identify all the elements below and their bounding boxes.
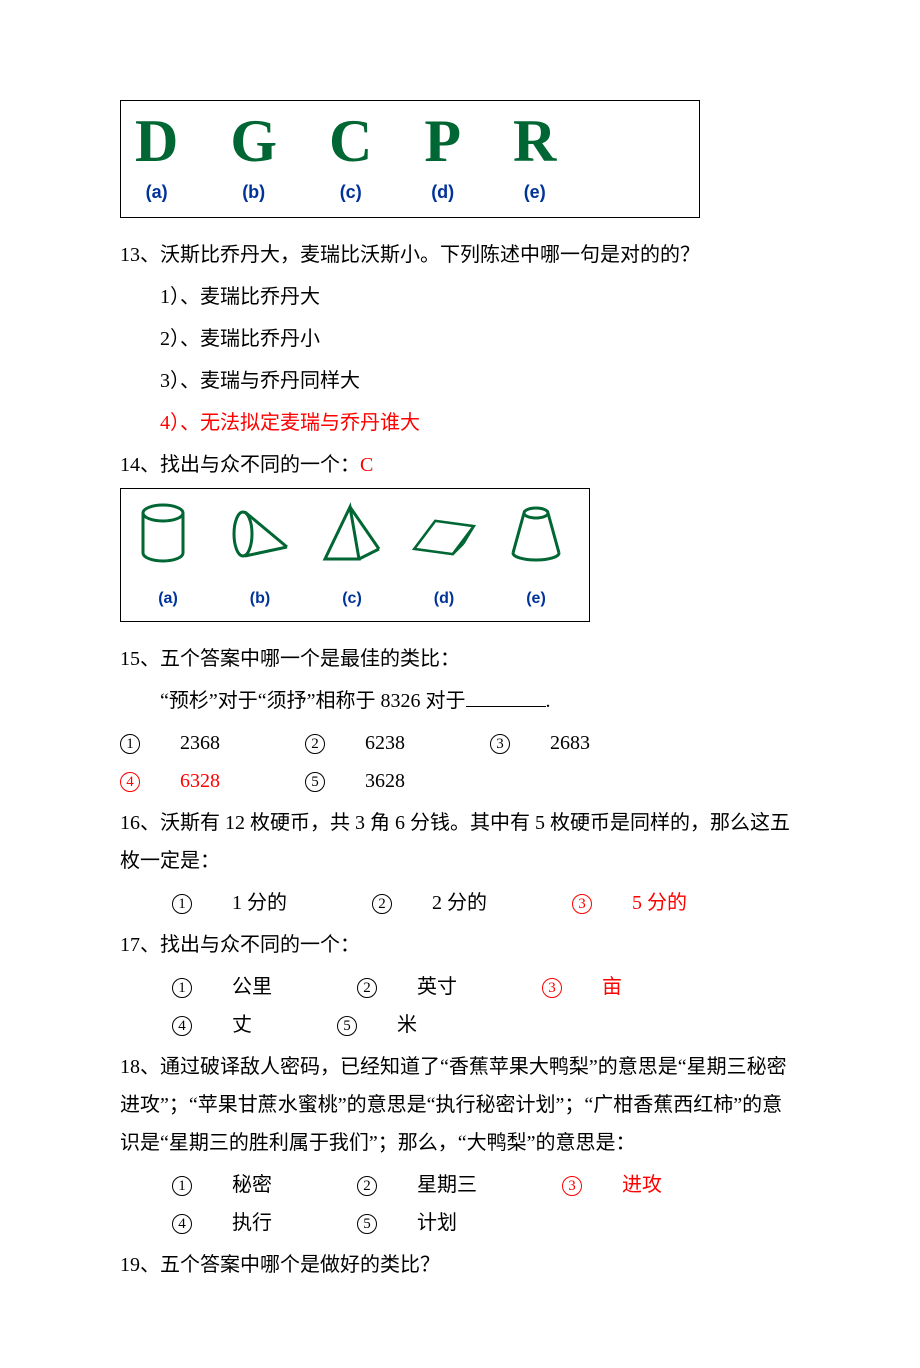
q14-stem-text: 14、找出与众不同的一个： <box>120 454 360 476</box>
q18-options: 1秘密 2星期三 3进攻 4执行 5计划 <box>120 1166 800 1242</box>
q15-options: 12368 26238 32683 46328 53628 <box>120 724 800 800</box>
q17-opt1-text: 公里 <box>232 968 272 1006</box>
frustum-icon <box>501 499 571 569</box>
q18-opt1-text: 秘密 <box>232 1166 272 1204</box>
q13-opt3: 3）、麦瑞与乔丹同样大 <box>120 362 800 400</box>
shape-caption-e: (e) <box>501 584 571 614</box>
q17-opt2-text: 英寸 <box>417 968 457 1006</box>
shape-cell-e: (e) <box>501 499 571 614</box>
letter-g: G <box>230 111 277 171</box>
prism-icon <box>409 499 479 569</box>
page: D (a) G (b) C (c) P (d) R (e) 13、沃斯比乔丹大，… <box>0 0 920 1368</box>
q12-letter-figure: D (a) G (b) C (c) P (d) R (e) <box>120 100 700 218</box>
shape-caption-d: (d) <box>409 584 479 614</box>
q19-stem: 19、五个答案中哪个是做好的类比？ <box>120 1246 800 1284</box>
q15-opt1: 12368 <box>120 724 260 762</box>
letter-p: P <box>424 111 461 171</box>
q15-line2-post: . <box>546 690 551 712</box>
q14-shape-figure: (a) (b) (c) <box>120 488 590 621</box>
shape-cell-d: (d) <box>409 499 479 614</box>
letter-caption-d: (d) <box>424 175 461 209</box>
q14-stem: 14、找出与众不同的一个：C <box>120 446 800 484</box>
letter-caption-b: (b) <box>230 175 277 209</box>
q18-opt2-text: 星期三 <box>417 1166 477 1204</box>
q16-stem: 16、沃斯有 12 枚硬币，共 3 角 6 分钱。其中有 5 枚硬币是同样的，那… <box>120 804 800 880</box>
q17-opt5: 5米 <box>337 1006 457 1044</box>
cylinder-icon <box>133 499 203 569</box>
letter-cell-a: D (a) <box>135 111 178 209</box>
q18-opt5: 5计划 <box>357 1204 497 1242</box>
q15-opt5: 53628 <box>305 762 445 800</box>
q16-opt2-text: 2 分的 <box>432 884 487 922</box>
q17-opt4: 4丈 <box>172 1006 292 1044</box>
shape-cell-c: (c) <box>317 499 387 614</box>
q17-opt3-text: 亩 <box>602 968 622 1006</box>
q15-line2-pre: “预杉”对于“须抒”相称于 8326 对于 <box>160 690 466 712</box>
letter-cell-d: P (d) <box>424 111 461 209</box>
q15-opt4-text: 6328 <box>180 762 220 800</box>
letter-caption-c: (c) <box>329 175 372 209</box>
q18-opt4-text: 执行 <box>232 1204 272 1242</box>
letter-c: C <box>329 111 372 171</box>
q16-opt2: 22 分的 <box>372 884 527 922</box>
q17-opt1: 1公里 <box>172 968 312 1006</box>
q17-opt5-text: 米 <box>397 1006 417 1044</box>
q17-options: 1公里 2英寸 3亩 4丈 5米 <box>120 968 800 1044</box>
letter-caption-e: (e) <box>513 175 556 209</box>
q16-opt3-text: 5 分的 <box>632 884 687 922</box>
q16-options: 11 分的 22 分的 35 分的 <box>120 884 800 922</box>
shape-caption-b: (b) <box>225 584 295 614</box>
q15-opt2-text: 6238 <box>365 724 405 762</box>
q17-opt2: 2英寸 <box>357 968 497 1006</box>
q13-opt2: 2）、麦瑞比乔丹小 <box>120 320 800 358</box>
q16-opt1-text: 1 分的 <box>232 884 287 922</box>
q17-opt3-answer: 3亩 <box>542 968 662 1006</box>
blank-line <box>466 706 546 707</box>
q15-opt2: 26238 <box>305 724 445 762</box>
q15-opt3-text: 2683 <box>550 724 590 762</box>
letter-r: R <box>513 111 556 171</box>
lying-cone-icon <box>225 499 295 569</box>
letter-caption-a: (a) <box>135 175 178 209</box>
q15-opt1-text: 2368 <box>180 724 220 762</box>
q15-opt4-answer: 46328 <box>120 762 260 800</box>
letter-d: D <box>135 111 178 171</box>
q18-opt2: 2星期三 <box>357 1166 517 1204</box>
q15-opt5-text: 3628 <box>365 762 405 800</box>
q18-stem: 18、通过破译敌人密码，已经知道了“香蕉苹果大鸭梨”的意思是“星期三秘密进攻”；… <box>120 1048 800 1162</box>
q18-opt3-text: 进攻 <box>622 1166 662 1204</box>
letter-cell-b: G (b) <box>230 111 277 209</box>
q15-opt3: 32683 <box>490 724 630 762</box>
q16-opt3-answer: 35 分的 <box>572 884 727 922</box>
q13-opt4-answer: 4）、无法拟定麦瑞与乔丹谁大 <box>120 404 800 442</box>
q17-opt4-text: 丈 <box>232 1006 252 1044</box>
letter-cell-c: C (c) <box>329 111 372 209</box>
shape-cell-a: (a) <box>133 499 203 614</box>
tetrahedron-icon <box>317 499 387 569</box>
letter-cell-e: R (e) <box>513 111 556 209</box>
q17-stem: 17、找出与众不同的一个： <box>120 926 800 964</box>
shape-caption-a: (a) <box>133 584 203 614</box>
q13-opt1: 1）、麦瑞比乔丹大 <box>120 278 800 316</box>
shape-caption-c: (c) <box>317 584 387 614</box>
q14-answer: C <box>360 454 373 476</box>
q13-stem: 13、沃斯比乔丹大，麦瑞比沃斯小。下列陈述中哪一句是对的的？ <box>120 236 800 274</box>
q15-line2: “预杉”对于“须抒”相称于 8326 对于. <box>120 682 800 720</box>
q15-stem: 15、五个答案中哪一个是最佳的类比： <box>120 640 800 678</box>
q18-opt3-answer: 3进攻 <box>562 1166 702 1204</box>
shape-cell-b: (b) <box>225 499 295 614</box>
q18-opt5-text: 计划 <box>417 1204 457 1242</box>
q16-opt1: 11 分的 <box>172 884 327 922</box>
q18-opt4: 4执行 <box>172 1204 312 1242</box>
q18-opt1: 1秘密 <box>172 1166 312 1204</box>
